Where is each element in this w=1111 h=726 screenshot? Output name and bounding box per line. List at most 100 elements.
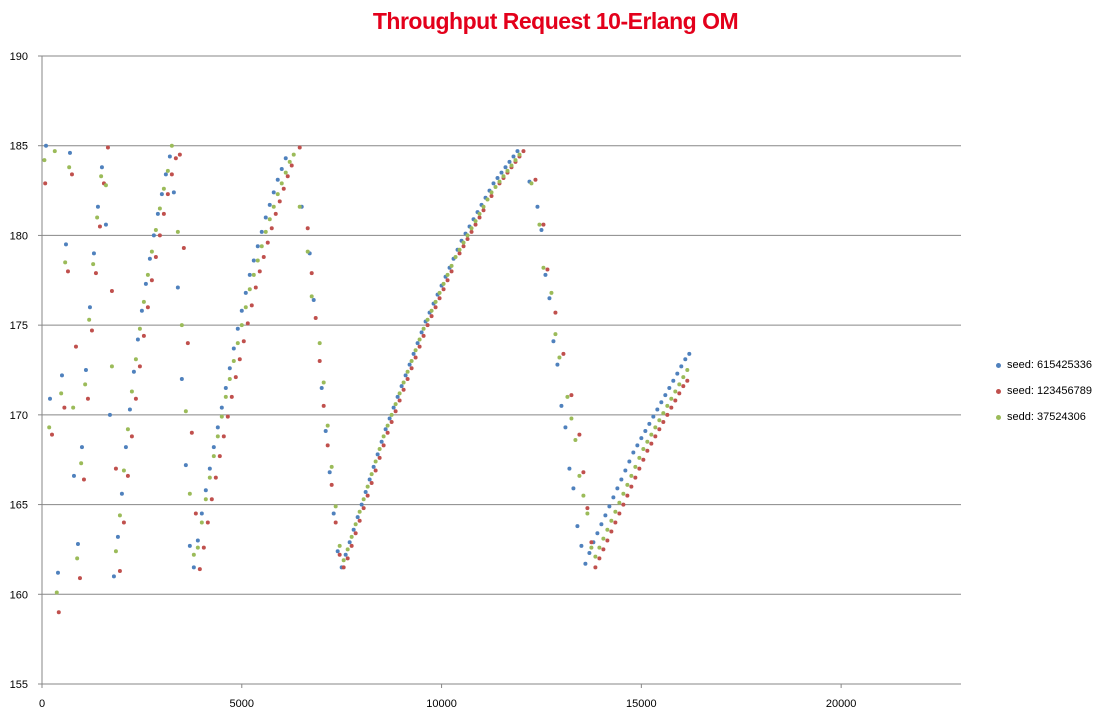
data-point: [391, 405, 396, 410]
data-point: [513, 158, 518, 163]
data-point: [429, 308, 434, 313]
data-point: [457, 247, 462, 252]
data-point: [175, 285, 180, 290]
data-point: [581, 470, 586, 475]
data-point: [613, 509, 618, 514]
data-point: [413, 348, 418, 353]
data-point: [453, 254, 458, 259]
data-point: [157, 233, 162, 238]
data-point: [149, 249, 154, 254]
data-point: [681, 375, 686, 380]
data-point: [413, 355, 418, 360]
data-point: [469, 229, 474, 234]
series-1: [43, 143, 692, 579]
data-point: [215, 425, 220, 430]
data-point: [107, 412, 112, 417]
data-point: [203, 488, 208, 493]
data-point: [465, 237, 470, 242]
data-point: [577, 473, 582, 478]
data-point: [417, 344, 422, 349]
data-point: [62, 405, 67, 410]
data-point: [81, 477, 86, 482]
data-point: [305, 249, 310, 254]
data-point: [209, 497, 214, 502]
data-point: [267, 202, 272, 207]
data-point: [43, 181, 48, 186]
data-point: [237, 357, 242, 362]
data-point: [587, 551, 592, 556]
data-point: [123, 445, 128, 450]
data-point: [133, 357, 138, 362]
data-point: [325, 423, 330, 428]
x-tick-label: 10000: [426, 698, 457, 710]
data-point: [597, 545, 602, 550]
data-point: [169, 172, 174, 177]
x-tick-label: 5000: [230, 698, 254, 710]
legend-label: seed: 123456789: [1007, 385, 1093, 397]
data-point: [605, 527, 610, 532]
data-point: [59, 391, 64, 396]
data-point: [363, 490, 368, 495]
data-point: [343, 552, 348, 557]
data-point: [629, 473, 634, 478]
data-point: [95, 215, 100, 220]
data-point: [569, 416, 574, 421]
data-point: [347, 540, 352, 545]
data-point: [389, 412, 394, 417]
data-point: [369, 481, 374, 486]
data-point: [223, 385, 228, 390]
data-point: [481, 204, 486, 209]
data-point: [571, 486, 576, 491]
data-point: [397, 391, 402, 396]
data-point: [421, 326, 426, 331]
data-point: [589, 545, 594, 550]
data-point: [585, 511, 590, 516]
data-point: [55, 570, 60, 575]
data-point: [669, 396, 674, 401]
data-point: [335, 549, 340, 554]
data-point: [351, 527, 356, 532]
data-point: [245, 321, 250, 326]
data-point: [175, 229, 180, 234]
y-tick-label: 165: [10, 500, 28, 512]
data-point: [199, 511, 204, 516]
data-point: [141, 333, 146, 338]
data-point: [279, 167, 284, 172]
data-point: [229, 394, 234, 399]
data-point: [365, 493, 370, 498]
data-point: [405, 369, 410, 374]
data-point: [633, 475, 638, 480]
data-point: [259, 229, 264, 234]
data-point: [161, 211, 166, 216]
data-point: [199, 520, 204, 525]
data-point: [359, 502, 364, 507]
data-point: [685, 368, 690, 372]
data-point: [181, 245, 186, 250]
data-point: [243, 290, 248, 295]
data-point: [379, 439, 384, 444]
data-point: [353, 522, 358, 527]
data-point: [393, 402, 398, 407]
data-point: [399, 384, 404, 389]
data-point: [297, 204, 302, 209]
data-point: [625, 493, 630, 498]
data-point: [163, 172, 168, 177]
data-point: [373, 459, 378, 464]
legend-swatch: [996, 414, 1001, 420]
data-point: [409, 359, 414, 364]
data-point: [599, 522, 604, 527]
data-point: [401, 380, 406, 385]
data-point: [235, 341, 240, 346]
data-point: [149, 278, 154, 283]
axes: [38, 55, 961, 688]
data-point: [113, 466, 118, 471]
data-point: [653, 425, 658, 430]
data-point: [509, 163, 514, 168]
data-point: [83, 382, 88, 387]
legend: seed: 615425336 seed: 123456789 sedd: 3752…: [996, 352, 1092, 430]
y-tick-label: 175: [10, 320, 28, 332]
data-point: [661, 420, 666, 425]
data-point: [617, 500, 622, 505]
data-point: [389, 420, 394, 425]
legend-label: sedd: 37524306: [1007, 411, 1086, 423]
